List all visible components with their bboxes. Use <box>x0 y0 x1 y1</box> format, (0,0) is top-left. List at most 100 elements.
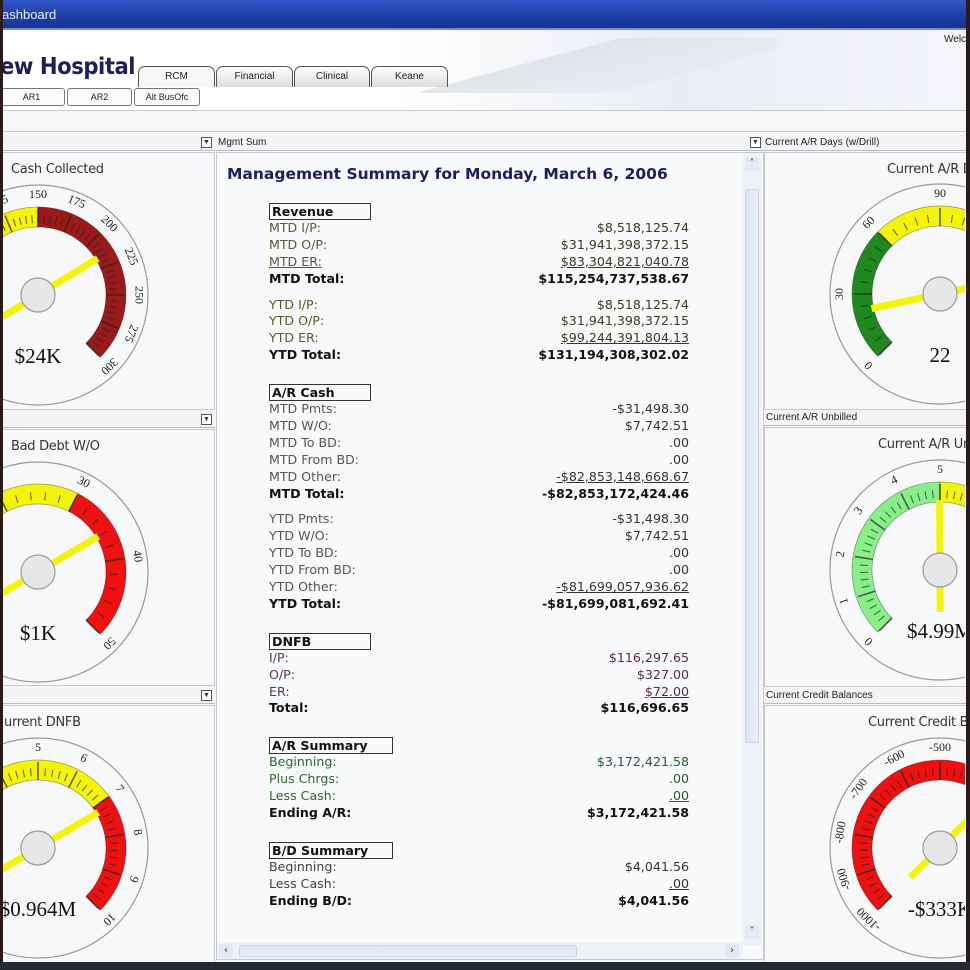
row-label: YTD Total: <box>269 347 341 363</box>
row-label: YTD Other: <box>269 579 338 595</box>
scroll-right-icon[interactable]: › <box>725 944 739 958</box>
summary-row: ER: $72.00 <box>269 684 689 701</box>
row-label: MTD W/O: <box>269 418 332 434</box>
scroll-left-icon[interactable]: ‹ <box>219 944 233 958</box>
panel-header-credit: Current Credit Balances <box>764 688 968 704</box>
gauge-panel-unbilled: Current A/R Un <box>764 427 968 687</box>
row-label: MTD Other: <box>269 468 342 484</box>
collapse-icon[interactable]: ▼ <box>201 137 212 148</box>
row-value: -$82,853,172,424.46 <box>541 485 689 501</box>
collapse-icon[interactable]: ▼ <box>750 137 761 148</box>
summary-row: O/P: $327.00 <box>269 667 689 684</box>
app-header: ew Hospital Welc RCM Financial Clinical … <box>0 30 970 110</box>
row-value: $8,518,125.74 <box>596 296 689 312</box>
summary-row: MTD To BD: .00 <box>269 435 689 452</box>
window-title: ashboard <box>2 7 57 22</box>
scrollbar-thumb[interactable] <box>745 189 759 743</box>
panel-header-ardays: ▼ Current A/R Days (w/Drill) <box>748 135 968 151</box>
gauge-title: urrent DNFB <box>4 715 81 730</box>
tab-financial[interactable]: Financial <box>216 66 293 87</box>
panel-header-cash: ▼ <box>0 135 215 151</box>
row-label: Less Cash: <box>269 875 336 891</box>
panel-title: Current A/R Days (w/Drill) <box>765 137 880 148</box>
section-header: Revenue <box>269 203 371 220</box>
section-header: B/D Summary <box>269 841 393 859</box>
subtab-alt-busofc[interactable]: Alt BusOfc <box>134 88 200 106</box>
summary-row: MTD Total: -$82,853,172,424.46 <box>269 486 689 503</box>
summary-row: Plus Chrgs: .00 <box>269 771 689 788</box>
summary-row: Total: $116,696.65 <box>269 700 689 717</box>
summary-row: MTD O/P: $31,941,398,372.15 <box>269 237 689 254</box>
row-value: .00 <box>668 771 689 787</box>
summary-row: YTD From BD: .00 <box>269 562 689 579</box>
summary-row: MTD W/O: $7,742.51 <box>269 418 689 435</box>
tab-keane[interactable]: Keane <box>371 66 448 87</box>
gauge-panel-cash: Cash Collected <box>0 152 215 410</box>
row-value: $3,172,421.58 <box>587 805 689 821</box>
summary-row: Less Cash: .00 <box>269 788 689 805</box>
row-label: I/P: <box>269 649 289 665</box>
row-label: MTD ER: <box>269 253 322 269</box>
panel-title: Mgmt Sum <box>218 137 267 148</box>
vertical-scrollbar[interactable]: ˄ ˅ <box>743 153 761 945</box>
gauge-title: Current Credit Ba <box>868 715 968 730</box>
row-label: MTD Total: <box>269 485 345 501</box>
collapse-icon[interactable]: ▼ <box>201 414 212 425</box>
row-label: MTD Total: <box>269 270 345 286</box>
row-label: MTD From BD: <box>269 451 360 467</box>
row-value: .00 <box>668 434 689 450</box>
summary-row: YTD Total: -$81,699,081,692.41 <box>269 596 689 613</box>
summary-section: B/D Summary Beginning: $4,041.56 Less Cash:… <box>269 841 689 910</box>
panel-title: Current A/R Unbilled <box>766 412 858 423</box>
row-value: -$81,699,081,692.41 <box>541 595 689 611</box>
tab-rcm[interactable]: RCM <box>138 66 215 87</box>
divider <box>0 110 970 111</box>
row-value: $116,696.65 <box>600 700 689 716</box>
summary-row: MTD Total: $115,254,737,538.67 <box>269 271 689 288</box>
section-header: A/R Summary <box>269 737 393 755</box>
welcome-text: Welc <box>944 34 967 45</box>
panel-header-mgmt-sum: Mgmt Sum <box>216 135 764 151</box>
row-value: $3,172,421.58 <box>596 754 689 770</box>
row-label: Less Cash: <box>269 788 336 804</box>
subtab-ar2[interactable]: AR2 <box>67 88 132 106</box>
row-label: ER: <box>269 683 290 699</box>
window-title-bar: ashboard <box>0 0 970 30</box>
scroll-down-icon[interactable]: ˅ <box>745 925 759 939</box>
gauge-panel-credit: Current Credit Ba <box>764 705 968 963</box>
row-label: O/P: <box>269 666 295 682</box>
row-label: YTD To BD: <box>269 545 338 561</box>
row-label: YTD W/O: <box>269 528 329 544</box>
row-value: .00 <box>668 788 689 804</box>
horizontal-scrollbar[interactable]: ‹ › <box>217 943 743 959</box>
gauge-title: Current A/R D <box>887 162 968 177</box>
scroll-up-icon[interactable]: ˄ <box>745 157 759 171</box>
summary-row: Ending B/D: $4,041.56 <box>269 893 689 910</box>
scrollbar-thumb[interactable] <box>239 945 577 957</box>
row-value: .00 <box>668 545 689 561</box>
tab-clinical[interactable]: Clinical <box>294 66 370 87</box>
panel-header-dnfb: ▼ <box>0 688 215 704</box>
collapse-icon[interactable]: ▼ <box>201 690 212 701</box>
taskbar-edge <box>0 962 970 970</box>
row-value: $72.00 <box>644 683 689 699</box>
summary-row: Ending A/R: $3,172,421.58 <box>269 805 689 822</box>
summary-section: A/R Cash MTD Pmts: -$31,498.30 MTD W/O: $7,7… <box>269 384 689 613</box>
row-value: .00 <box>668 562 689 578</box>
subtab-ar1[interactable]: AR1 <box>0 88 65 106</box>
row-label: Plus Chrgs: <box>269 771 340 787</box>
row-label: Beginning: <box>269 754 337 770</box>
row-label: YTD ER: <box>269 330 319 346</box>
gauge-panel-ardays: Current A/R D <box>764 152 968 410</box>
summary-row: MTD I/P: $8,518,125.74 <box>269 220 689 237</box>
gauge-title: Bad Debt W/O <box>11 439 100 454</box>
summary-row: Beginning: $4,041.56 <box>269 859 689 876</box>
summary-row: YTD Pmts: -$31,498.30 <box>269 511 689 528</box>
summary-sections: Revenue MTD I/P: $8,518,125.74 MTD O/P: $31,… <box>269 203 689 930</box>
summary-row: YTD W/O: $7,742.51 <box>269 528 689 545</box>
row-value: $31,941,398,372.15 <box>560 313 689 329</box>
row-label: Ending B/D: <box>269 892 352 908</box>
row-value: $8,518,125.74 <box>596 220 689 235</box>
row-label: YTD I/P: <box>269 296 318 312</box>
row-value: -$31,498.30 <box>612 401 689 417</box>
